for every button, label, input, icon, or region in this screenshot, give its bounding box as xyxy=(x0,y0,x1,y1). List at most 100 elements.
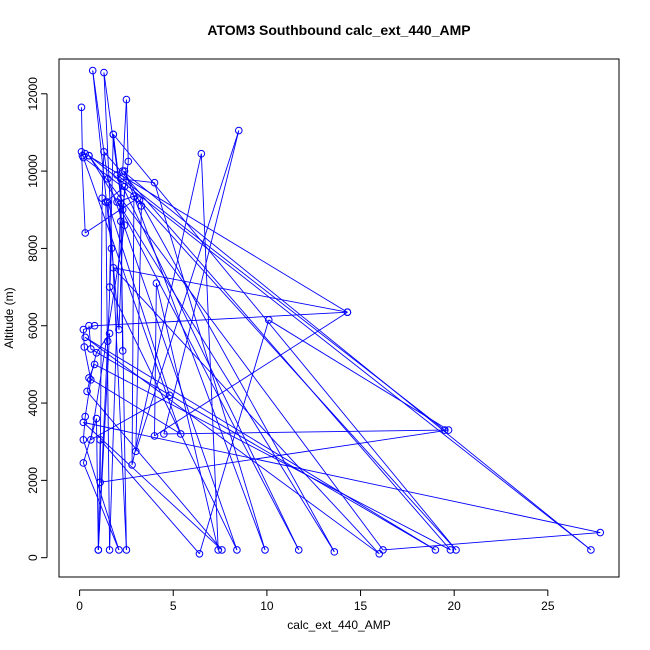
data-point xyxy=(137,202,146,210)
data-point xyxy=(113,171,121,179)
series-segment xyxy=(86,391,223,551)
series-segment xyxy=(88,155,384,551)
y-tick-label: 4000 xyxy=(26,389,40,416)
series-segment xyxy=(82,416,86,440)
series-segment xyxy=(109,198,122,550)
data-point xyxy=(375,550,384,558)
x-tick-label: 5 xyxy=(170,599,177,613)
data-point xyxy=(128,461,136,469)
data-point xyxy=(113,198,121,206)
data-point xyxy=(233,546,241,554)
data-point xyxy=(83,387,91,396)
y-tick-label: 10000 xyxy=(26,154,40,188)
data-point xyxy=(88,66,97,75)
data-point xyxy=(109,263,118,272)
data-point xyxy=(214,546,222,554)
data-point xyxy=(133,194,142,202)
data-point xyxy=(87,435,95,444)
series-segment xyxy=(103,72,124,210)
data-point xyxy=(115,546,123,554)
series-segment xyxy=(139,199,335,553)
series-segment xyxy=(84,336,436,551)
data-point xyxy=(79,459,88,467)
data-point xyxy=(90,360,99,369)
series-segment xyxy=(109,286,238,551)
data-point xyxy=(85,374,93,382)
data-point xyxy=(96,435,105,444)
data-point xyxy=(79,418,88,427)
series-segment xyxy=(154,311,348,437)
series-segment xyxy=(81,151,86,233)
series-segment xyxy=(84,336,380,555)
x-tick-label: 15 xyxy=(354,599,368,613)
x-tick-label: 0 xyxy=(76,599,83,613)
series-segment xyxy=(92,70,109,179)
data-point xyxy=(150,178,159,187)
chart-title: ATOM3 Southbound calc_ext_440_AMP xyxy=(207,22,470,38)
data-point xyxy=(444,426,453,434)
series-segment xyxy=(88,155,592,551)
data-point xyxy=(294,546,303,554)
series-segment xyxy=(97,439,101,550)
data-point xyxy=(150,432,159,440)
y-tick-label: 12000 xyxy=(26,77,40,111)
x-tick-label: 10 xyxy=(260,599,274,613)
data-point xyxy=(118,205,127,214)
data-point xyxy=(118,347,127,355)
data-point xyxy=(85,321,93,330)
data-point xyxy=(343,308,352,317)
series-segment xyxy=(268,319,449,431)
data-point xyxy=(452,546,460,554)
data-point xyxy=(96,478,105,487)
series-segment xyxy=(105,186,125,203)
data-point xyxy=(122,546,131,554)
series-segment xyxy=(135,130,240,452)
data-point xyxy=(103,337,112,345)
series-segment xyxy=(97,341,109,550)
data-point xyxy=(122,95,131,104)
series-segment xyxy=(105,202,111,550)
data-point xyxy=(176,430,185,438)
series-segment xyxy=(86,352,97,392)
data-point xyxy=(105,329,114,338)
series-segment xyxy=(90,225,125,440)
data-point xyxy=(87,345,95,353)
data-point xyxy=(109,130,118,139)
data-point xyxy=(195,550,204,558)
series-segment xyxy=(112,134,457,551)
data-point xyxy=(218,546,226,554)
data-point xyxy=(115,325,123,334)
series-segment xyxy=(113,267,348,313)
series-segment xyxy=(122,99,127,172)
series-segment xyxy=(94,311,348,327)
series-segment xyxy=(92,70,112,249)
x-axis: 0 5 10 15 20 25 xyxy=(76,589,555,613)
series-segment xyxy=(109,134,114,288)
data-point xyxy=(596,528,605,537)
y-tick-label: 0 xyxy=(26,554,40,561)
y-axis: 0 2000 4000 6000 8000 10000 12000 xyxy=(26,77,48,561)
data-point xyxy=(105,546,114,554)
data-point xyxy=(261,546,269,554)
data-point xyxy=(120,167,129,175)
data-point xyxy=(92,414,101,423)
series-segment xyxy=(83,422,223,551)
series-points xyxy=(77,66,605,558)
series-segment xyxy=(90,394,170,441)
series-segment xyxy=(107,201,170,396)
series-segment xyxy=(90,348,436,551)
data-point xyxy=(85,151,93,160)
data-point xyxy=(81,149,90,158)
data-point xyxy=(100,147,108,156)
series-segment xyxy=(83,421,601,533)
series-segment xyxy=(124,170,266,551)
series-segment xyxy=(163,130,240,435)
series-segment xyxy=(82,418,97,464)
series-segment xyxy=(382,532,601,551)
series-segment xyxy=(103,151,451,551)
data-point xyxy=(105,283,114,291)
data-point xyxy=(234,126,243,135)
data-point xyxy=(441,426,449,434)
y-tick-label: 8000 xyxy=(26,235,40,262)
